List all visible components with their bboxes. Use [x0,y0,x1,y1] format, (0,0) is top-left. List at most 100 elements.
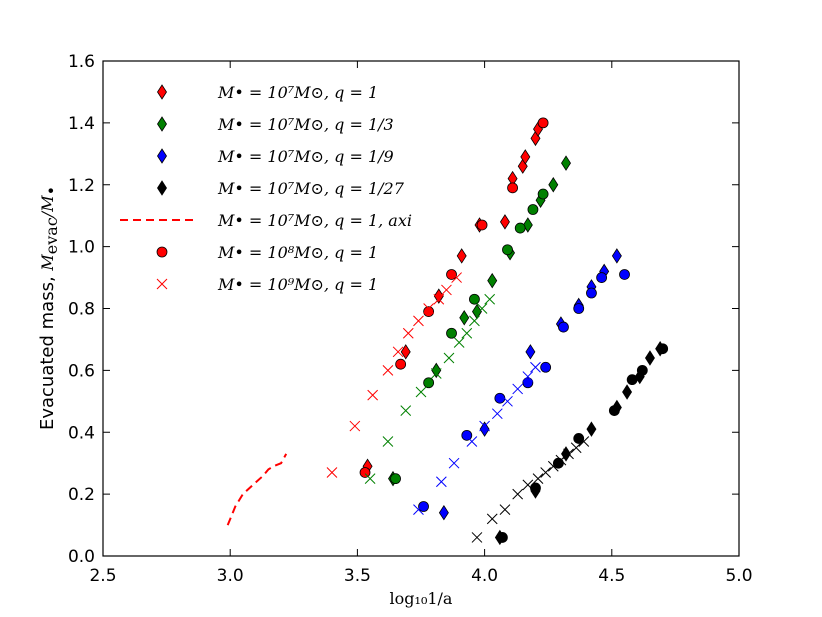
legend-label: M• = 10⁷M⊙, q = 1/27 [217,179,405,198]
data-point [418,501,429,512]
data-point [530,361,541,373]
data-point [537,117,549,129]
data-point [499,504,511,515]
data-point [456,248,467,264]
data-point [461,327,473,339]
x-tick-label: 3.5 [344,566,371,586]
data-point [469,315,480,327]
legend-label: M• = 10⁷M⊙, q = 1, axi [217,211,412,230]
axis-ticks: 2.5 3.0 3.5 4.0 4.5 5.0 0.0 0.2 0.4 0.6 0.8 1.0 1.2 1… [68,52,753,586]
x-tick-label: 4.5 [598,566,625,586]
legend-label: M• = 10⁷M⊙, q = 1/9 [217,147,394,166]
data-point [423,303,434,314]
legend: M• = 10⁷M⊙, q = 1 M• = 10⁷M⊙, q = 1/3 M• =… [120,83,412,294]
data-point [486,513,498,525]
y-tick-label: 0.0 [68,547,95,567]
data-point [540,467,552,478]
data-point [415,386,427,398]
data-point [479,421,490,437]
legend-label: M• = 10⁹M⊙, q = 1 [217,275,378,294]
data-point [476,303,488,314]
data-point [430,368,442,379]
data-point [537,188,549,200]
data-point [586,421,597,437]
data-point [626,374,638,386]
data-point [392,346,404,358]
legend-marker [157,84,167,100]
data-point [459,310,470,326]
data-point [484,293,496,305]
y-tick-label: 0.6 [68,361,95,381]
data-point [525,344,536,360]
data-point [522,479,534,491]
data-point [532,473,544,485]
data-point [512,383,524,395]
series-7 [326,272,462,478]
axi-dashed-line [226,453,288,526]
data-point [326,467,338,478]
y-tick-label: 0.8 [68,300,95,320]
data-point [413,315,424,327]
legend-label: M• = 10⁷M⊙, q = 1 [217,83,378,102]
data-point [499,214,510,230]
x-axis-label: log₁₀1/a [390,589,453,608]
data-point [448,457,460,469]
data-point [573,303,585,314]
series-4 [494,340,666,546]
data-point [487,272,498,289]
data-point [423,377,435,389]
data-point [423,306,435,317]
data-point [479,420,490,432]
y-tick-label: 0.4 [68,423,95,443]
data-point [466,436,478,447]
data-point [441,284,452,296]
legend-label: M• = 10⁷M⊙, q = 1/3 [217,115,394,134]
points-blue-circle [418,269,630,512]
legend-entry: M• = 10⁷M⊙, q = 1, axi [120,211,412,230]
data-point [514,222,526,234]
series-6 [359,117,549,478]
data-point [578,436,590,447]
data-point [555,454,567,466]
legend-entry: M• = 10⁷M⊙, q = 1/9 [157,147,394,166]
legend-marker [156,278,168,290]
data-point [636,364,648,376]
points-black-x [471,436,590,543]
x-tick-label: 5.0 [725,566,752,586]
data-point [400,344,411,360]
legend-entry: M• = 10⁷M⊙, q = 1/27 [157,179,405,198]
data-point [540,361,552,373]
legend-marker [157,148,167,164]
data-point [502,244,513,256]
data-point [512,488,524,500]
data-point [644,350,655,366]
data-point [431,362,442,379]
legend-marker [157,180,167,196]
data-point [507,182,518,194]
points-blue-x [413,361,541,515]
data-point [522,377,534,389]
data-point [438,504,449,521]
data-point [596,272,608,283]
data-point [433,288,444,304]
legend-label: M• = 10⁸M⊙, q = 1 [217,243,378,262]
data-point [453,337,465,348]
data-point [611,248,622,264]
y-tick-label: 1.2 [68,176,95,196]
data-point [570,442,582,454]
data-point [390,473,401,485]
plot-area [226,117,669,546]
legend-entry: M• = 10⁷M⊙, q = 1 [157,83,378,102]
data-point [494,392,506,404]
data-point [359,467,371,478]
x-tick-label: 3.0 [217,566,244,586]
data-point [608,405,620,416]
data-point [433,293,445,305]
data-point [563,448,574,460]
data-point [522,371,534,382]
data-point [471,532,483,543]
data-point [400,405,412,416]
legend-marker [156,246,168,258]
data-point [476,219,488,231]
x-tick-label: 4.0 [471,566,498,586]
